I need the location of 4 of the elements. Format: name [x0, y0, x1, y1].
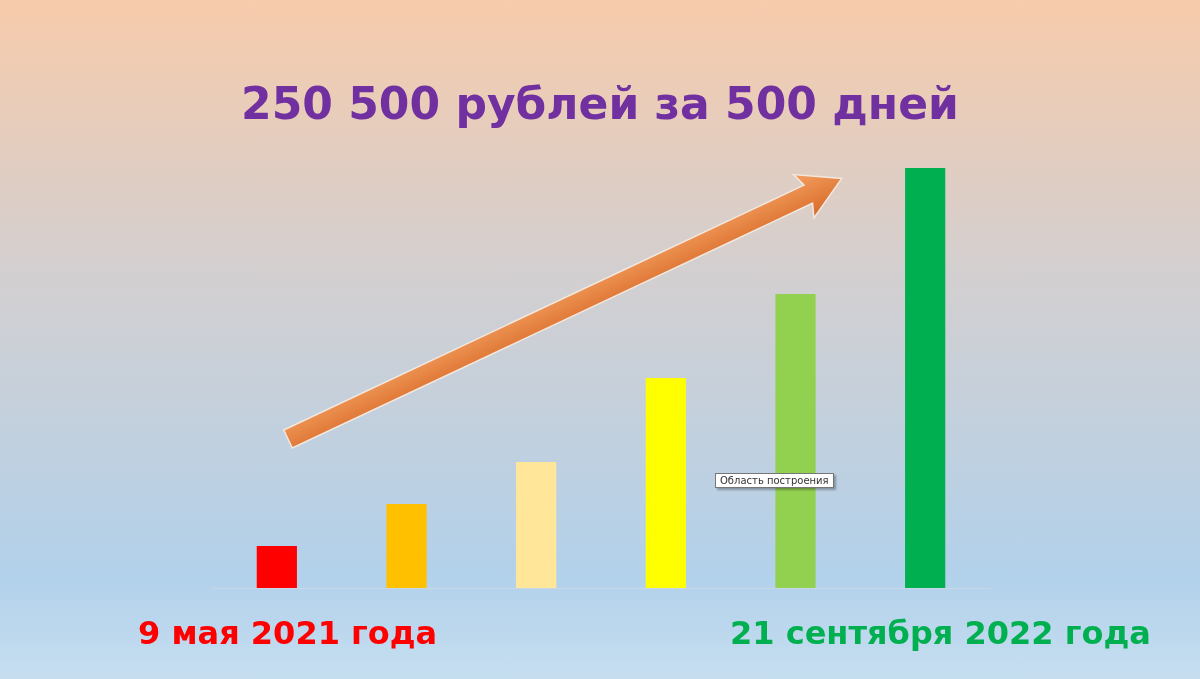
chart-title: 250 500 рублей за 500 дней [240, 78, 960, 129]
text: 9 мая 2021 года [138, 614, 438, 652]
annotation: Область построения [715, 473, 834, 488]
text: 21 сентября 2022 года [730, 614, 1151, 652]
